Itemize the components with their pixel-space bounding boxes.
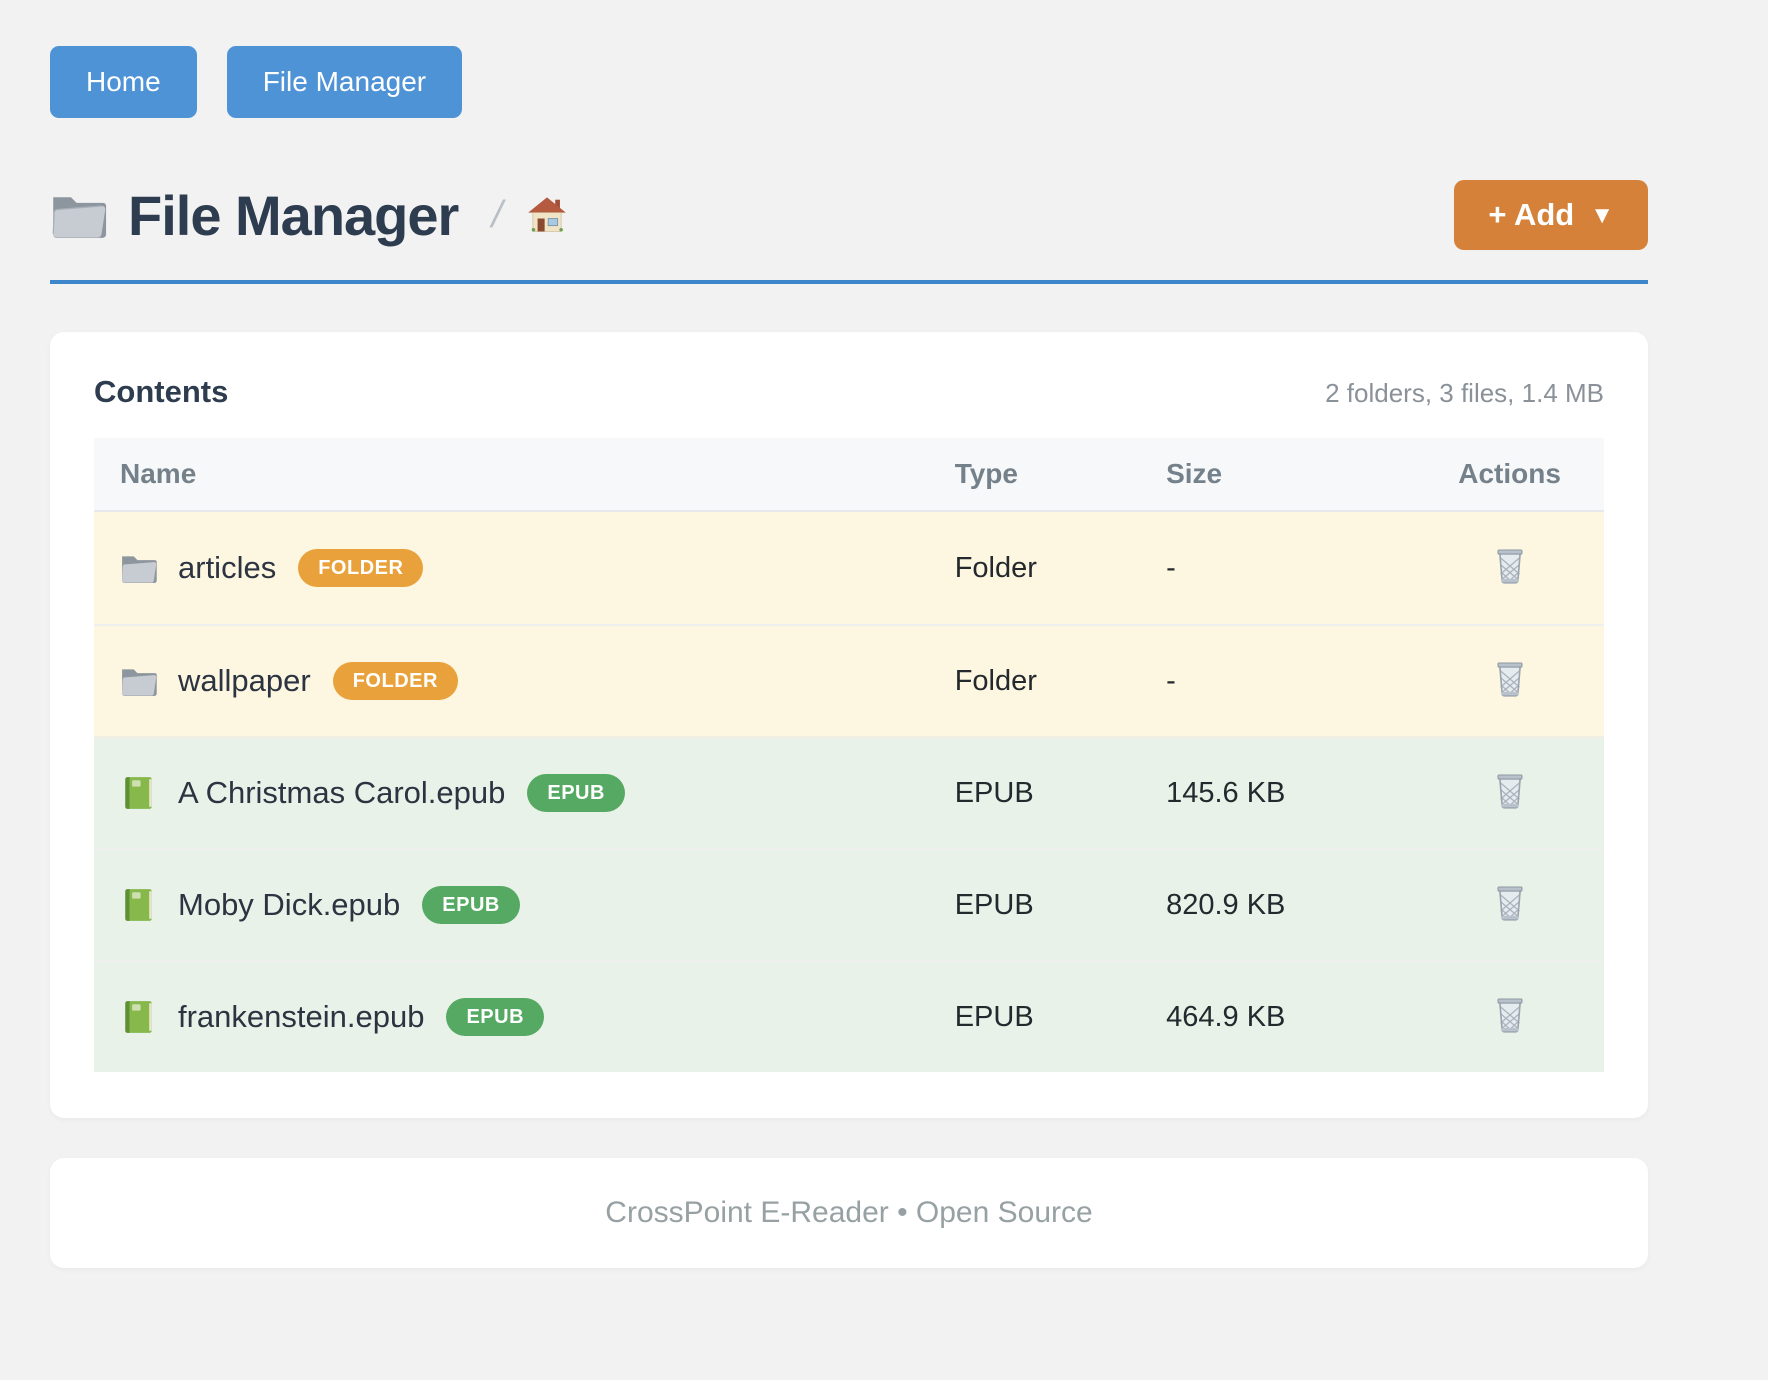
trash-icon <box>1493 996 1527 1034</box>
column-header-actions: Actions <box>1458 458 1561 489</box>
nav-home-button[interactable]: Home <box>50 46 197 118</box>
house-icon[interactable] <box>527 196 567 234</box>
delete-button[interactable] <box>1489 992 1531 1038</box>
page-header: File Manager / + Add ▼ <box>50 180 1648 250</box>
contents-summary: 2 folders, 3 files, 1.4 MB <box>1325 378 1604 408</box>
table-row: Moby Dick.epub EPUB EPUB 820.9 KB <box>94 848 1604 960</box>
column-header-size: Size <box>1166 458 1223 489</box>
file-type: EPUB <box>954 1000 1034 1033</box>
breadcrumb-separator: / <box>487 193 508 236</box>
type-badge: EPUB <box>446 998 545 1036</box>
delete-button[interactable] <box>1489 543 1531 589</box>
file-type: EPUB <box>954 888 1034 921</box>
file-size: - <box>1166 664 1176 697</box>
type-badge: FOLDER <box>332 662 458 700</box>
type-badge: FOLDER <box>298 549 424 587</box>
contents-card: Contents 2 folders, 3 files, 1.4 MB Name… <box>50 332 1648 1118</box>
file-type: Folder <box>954 664 1037 697</box>
delete-button[interactable] <box>1489 768 1531 814</box>
table-body: articles FOLDER Folder - <box>94 512 1604 1072</box>
file-type: Folder <box>954 551 1037 584</box>
add-button[interactable]: + Add ▼ <box>1454 180 1648 250</box>
file-table: Name Type Size Actions <box>94 438 1604 1072</box>
column-header-name: Name <box>120 458 197 489</box>
file-name[interactable]: wallpaper <box>178 663 311 698</box>
book-icon <box>120 887 158 923</box>
top-nav: Home File Manager <box>50 46 1648 118</box>
contents-title: Contents <box>94 374 229 409</box>
trash-icon <box>1493 660 1527 698</box>
table-row: A Christmas Carol.epub EPUB EPUB 145.6 K… <box>94 736 1604 848</box>
type-badge: EPUB <box>422 886 520 924</box>
trash-icon <box>1493 884 1527 922</box>
add-button-label: + Add <box>1488 197 1575 232</box>
column-header-type: Type <box>954 458 1018 489</box>
book-icon <box>120 999 158 1035</box>
table-row: articles FOLDER Folder - <box>94 512 1604 624</box>
table-header-row: Name Type Size Actions <box>94 438 1604 512</box>
nav-file-manager-button[interactable]: File Manager <box>226 46 463 118</box>
file-name[interactable]: A Christmas Carol.epub <box>178 775 506 810</box>
file-size: - <box>1166 551 1176 584</box>
file-type: EPUB <box>954 776 1034 809</box>
file-size: 145.6 KB <box>1166 776 1286 809</box>
delete-button[interactable] <box>1489 880 1531 926</box>
page-title: File Manager <box>128 183 459 247</box>
folder-icon <box>120 550 158 586</box>
footer: CrossPoint E-Reader • Open Source <box>50 1158 1648 1268</box>
folder-icon <box>50 189 108 241</box>
file-size: 820.9 KB <box>1166 888 1286 921</box>
header-divider <box>50 280 1648 284</box>
footer-text: CrossPoint E-Reader • Open Source <box>605 1196 1093 1229</box>
book-icon <box>120 775 158 811</box>
file-name[interactable]: frankenstein.epub <box>178 999 425 1034</box>
delete-button[interactable] <box>1489 656 1531 702</box>
file-name[interactable]: articles <box>178 550 277 585</box>
type-badge: EPUB <box>527 774 625 812</box>
caret-down-icon: ▼ <box>1590 202 1614 229</box>
trash-icon <box>1493 772 1527 810</box>
table-row: frankenstein.epub EPUB EPUB 464.9 KB <box>94 960 1604 1072</box>
table-row: wallpaper FOLDER Folder - <box>94 624 1604 736</box>
file-name[interactable]: Moby Dick.epub <box>178 887 401 922</box>
file-size: 464.9 KB <box>1166 1000 1286 1033</box>
trash-icon <box>1493 547 1527 585</box>
folder-icon <box>120 663 158 699</box>
